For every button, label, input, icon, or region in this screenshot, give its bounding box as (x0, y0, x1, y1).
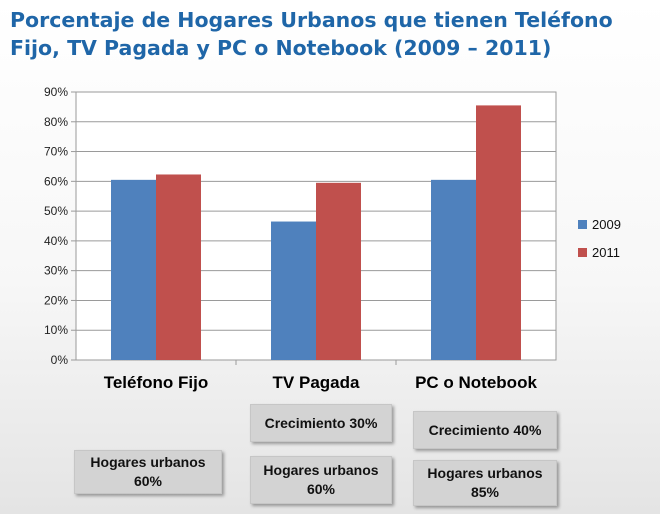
legend-swatch-2011 (578, 248, 587, 257)
annotation-pc-crecimiento-text: Crecimiento 40% (428, 421, 542, 438)
x-category-label: TV Pagada (273, 373, 360, 392)
legend: 2009 2011 (578, 217, 621, 260)
y-axis-tick-labels: 0% 10% 20% 30% 40% 50% 60% 70% 80% 90% (44, 85, 68, 367)
chart-title: Porcentaje de Hogares Urbanos que tienen… (10, 6, 650, 62)
annotation-tv-crecimiento: Crecimiento 30% (250, 404, 392, 442)
annotation-telefono-hogares-line-1: Hogares urbanos (90, 454, 206, 470)
y-tick-label: 80% (44, 115, 68, 129)
chart-title-line-2: Fijo, TV Pagada y PC o Notebook (2009 – … (10, 36, 552, 60)
annotation-pc-crecimiento: Crecimiento 40% (413, 411, 557, 449)
y-tick-label: 70% (44, 145, 68, 159)
bars (111, 105, 521, 361)
bar-2011 (156, 174, 201, 360)
legend-label: 2009 (592, 217, 621, 232)
annotation-pc-hogares-line-1: Hogares urbanos (427, 465, 543, 481)
annotation-tv-hogares: Hogares urbanos 60% (250, 456, 392, 504)
y-tick-label: 10% (44, 323, 68, 337)
annotation-telefono-hogares: Hogares urbanos 60% (74, 450, 222, 494)
chart-title-line-1: Porcentaje de Hogares Urbanos que tienen… (10, 8, 613, 32)
bar-2009 (431, 179, 476, 360)
annotation-tv-hogares-line-1: Hogares urbanos (263, 462, 379, 478)
annotation-pc-hogares: Hogares urbanos 85% (413, 460, 557, 506)
bar-2009 (271, 221, 316, 360)
annotation-tv-hogares-line-2: 60% (306, 481, 335, 497)
y-tick-label: 90% (44, 85, 68, 99)
bar-2009 (111, 179, 156, 360)
legend-label: 2011 (592, 245, 620, 260)
y-tick-label: 50% (44, 204, 68, 218)
legend-swatch-2009 (578, 220, 587, 229)
x-axis-category-labels: Teléfono Fijo TV Pagada PC o Notebook (104, 373, 538, 392)
annotation-tv-crecimiento-text: Crecimiento 30% (264, 414, 378, 431)
y-tick-label: 20% (44, 293, 68, 307)
annotation-pc-hogares-line-2: 85% (470, 484, 499, 500)
bar-2011 (316, 182, 361, 360)
bar-2011 (476, 105, 521, 361)
y-tick-label: 60% (44, 174, 68, 188)
y-tick-label: 40% (44, 234, 68, 248)
x-category-label: PC o Notebook (415, 373, 537, 392)
annotation-telefono-hogares-line-2: 60% (133, 473, 162, 489)
x-category-label: Teléfono Fijo (104, 373, 209, 392)
y-tick-label: 30% (44, 264, 68, 278)
y-tick-label: 0% (51, 353, 69, 367)
